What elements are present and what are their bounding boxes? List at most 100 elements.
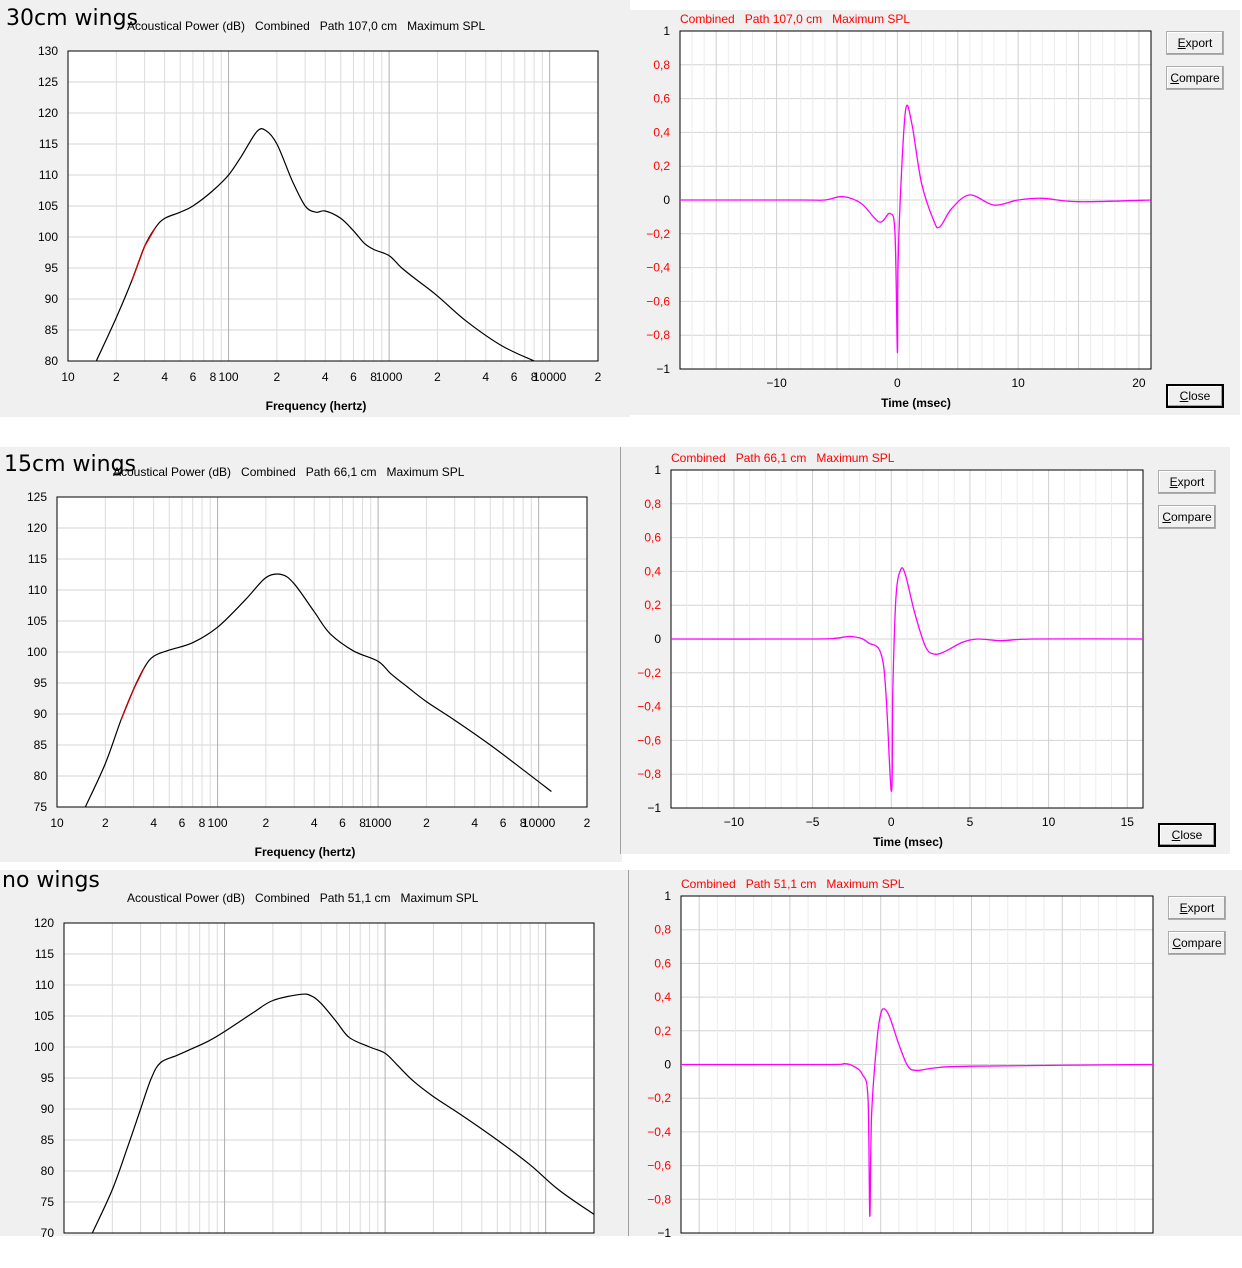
y-tick-label: 110 xyxy=(39,168,58,182)
y-tick-label: 85 xyxy=(34,738,48,752)
x-tick-label: 2 xyxy=(113,370,120,384)
y-tick-label: 0,2 xyxy=(653,159,670,173)
close-button[interactable]: Close xyxy=(1166,384,1224,408)
x-tick-label: 8 xyxy=(210,370,217,384)
y-tick-label: 0,6 xyxy=(653,92,670,106)
y-tick-label: 0,4 xyxy=(654,990,671,1004)
x-tick-label: 20 xyxy=(1132,376,1146,390)
y-tick-label: 125 xyxy=(27,490,47,504)
y-tick-label: 80 xyxy=(41,1164,55,1178)
y-tick-label: 120 xyxy=(27,521,47,535)
y-tick-label: 95 xyxy=(41,1071,55,1085)
x-tick-label: 4 xyxy=(150,816,157,830)
y-tick-label: 95 xyxy=(45,261,59,275)
y-tick-label: 0 xyxy=(654,632,661,646)
y-tick-label: −0,8 xyxy=(647,1192,671,1206)
y-tick-label: 100 xyxy=(38,230,58,244)
impulse-curve xyxy=(680,104,1151,353)
y-tick-label: 95 xyxy=(34,676,48,690)
y-tick-label: 0,4 xyxy=(653,125,670,139)
chart-title: Combined Path 51,1 cm Maximum SPL xyxy=(681,877,905,891)
x-axis-label: Time (msec) xyxy=(873,835,943,849)
x-tick-label: 8 xyxy=(520,816,527,830)
x-tick-label: 100 xyxy=(208,816,228,830)
y-tick-label: −0,8 xyxy=(637,767,661,781)
y-tick-label: 70 xyxy=(41,1226,55,1240)
chart-title: Combined Path 107,0 cm Maximum SPL xyxy=(680,12,910,26)
y-tick-label: 1 xyxy=(664,889,671,903)
x-tick-label: 0 xyxy=(888,815,895,829)
y-tick-label: 100 xyxy=(34,1040,54,1054)
section-label-30cm: 30cm wings xyxy=(6,6,138,31)
y-tick-label: 1 xyxy=(663,24,670,38)
panel-divider xyxy=(628,870,629,1236)
y-tick-label: −1 xyxy=(656,362,670,376)
impulse-curve xyxy=(671,567,1143,792)
export-button[interactable]: Export xyxy=(1158,470,1216,494)
export-button[interactable]: Export xyxy=(1166,31,1224,55)
x-tick-label: 2 xyxy=(423,816,430,830)
y-tick-label: 115 xyxy=(39,137,58,151)
x-tick-label: 4 xyxy=(322,370,329,384)
compare-button[interactable]: Compare xyxy=(1158,505,1216,529)
y-tick-label: −0,6 xyxy=(637,733,661,747)
x-tick-label: 2 xyxy=(434,370,441,384)
y-tick-label: 0,2 xyxy=(644,598,661,612)
x-tick-label: 4 xyxy=(311,816,318,830)
x-tick-label: 8 xyxy=(199,816,206,830)
compare-button[interactable]: Compare xyxy=(1166,66,1224,90)
x-tick-label: 6 xyxy=(511,370,518,384)
y-tick-label: 0,4 xyxy=(644,564,661,578)
x-tick-label: 100 xyxy=(219,370,239,384)
x-axis-label: Frequency (hertz) xyxy=(255,845,356,859)
export-button[interactable]: Export xyxy=(1168,896,1226,920)
y-tick-label: 85 xyxy=(41,1133,55,1147)
x-tick-label: −5 xyxy=(806,815,820,829)
x-tick-label: 10000 xyxy=(522,816,556,830)
y-tick-label: 90 xyxy=(45,292,59,306)
y-tick-label: 85 xyxy=(45,323,59,337)
x-tick-label: 2 xyxy=(595,370,602,384)
y-tick-label: −0,2 xyxy=(647,1091,671,1105)
x-tick-label: 1000 xyxy=(365,816,392,830)
x-tick-label: 15 xyxy=(1121,815,1135,829)
compare-button[interactable]: Compare xyxy=(1168,931,1226,955)
panel-divider xyxy=(620,447,621,854)
x-tick-label: 8 xyxy=(531,370,538,384)
y-tick-label: −0,4 xyxy=(646,261,670,275)
chart-title: Acoustical Power (dB) Combined Path 107,… xyxy=(127,19,485,33)
y-tick-label: −1 xyxy=(647,801,661,815)
x-tick-label: 10 xyxy=(1011,376,1025,390)
x-tick-label: −10 xyxy=(724,815,745,829)
y-tick-label: −0,6 xyxy=(646,294,670,308)
y-tick-label: 0 xyxy=(663,193,670,207)
y-tick-label: 105 xyxy=(34,1009,54,1023)
x-tick-label: 5 xyxy=(967,815,974,829)
spl-curve xyxy=(95,128,535,361)
x-tick-label: 4 xyxy=(471,816,478,830)
y-tick-label: −1 xyxy=(657,1226,671,1240)
y-tick-label: 75 xyxy=(41,1195,55,1209)
y-tick-label: 0,8 xyxy=(654,923,671,937)
section-label-nowings: no wings xyxy=(2,868,100,893)
close-button[interactable]: Close xyxy=(1158,823,1216,847)
y-tick-label: 120 xyxy=(34,916,54,930)
x-tick-label: 2 xyxy=(274,370,281,384)
x-tick-label: 10 xyxy=(61,370,75,384)
x-tick-label: 6 xyxy=(500,816,507,830)
y-tick-label: 0,6 xyxy=(644,531,661,545)
y-tick-label: 130 xyxy=(38,44,58,58)
y-tick-label: 105 xyxy=(38,199,58,213)
x-tick-label: 4 xyxy=(161,370,168,384)
x-tick-label: 8 xyxy=(359,816,366,830)
y-tick-label: 80 xyxy=(45,354,59,368)
x-axis-label: Time (msec) xyxy=(881,396,951,410)
y-tick-label: 90 xyxy=(34,707,48,721)
y-tick-label: 0,6 xyxy=(654,956,671,970)
y-tick-label: −0,6 xyxy=(647,1159,671,1173)
plot-frame xyxy=(63,922,595,1234)
y-tick-label: 0,8 xyxy=(653,58,670,72)
y-tick-label: −0,8 xyxy=(646,328,670,342)
x-tick-label: 2 xyxy=(263,816,270,830)
spl-curve-low-segment xyxy=(120,667,145,721)
